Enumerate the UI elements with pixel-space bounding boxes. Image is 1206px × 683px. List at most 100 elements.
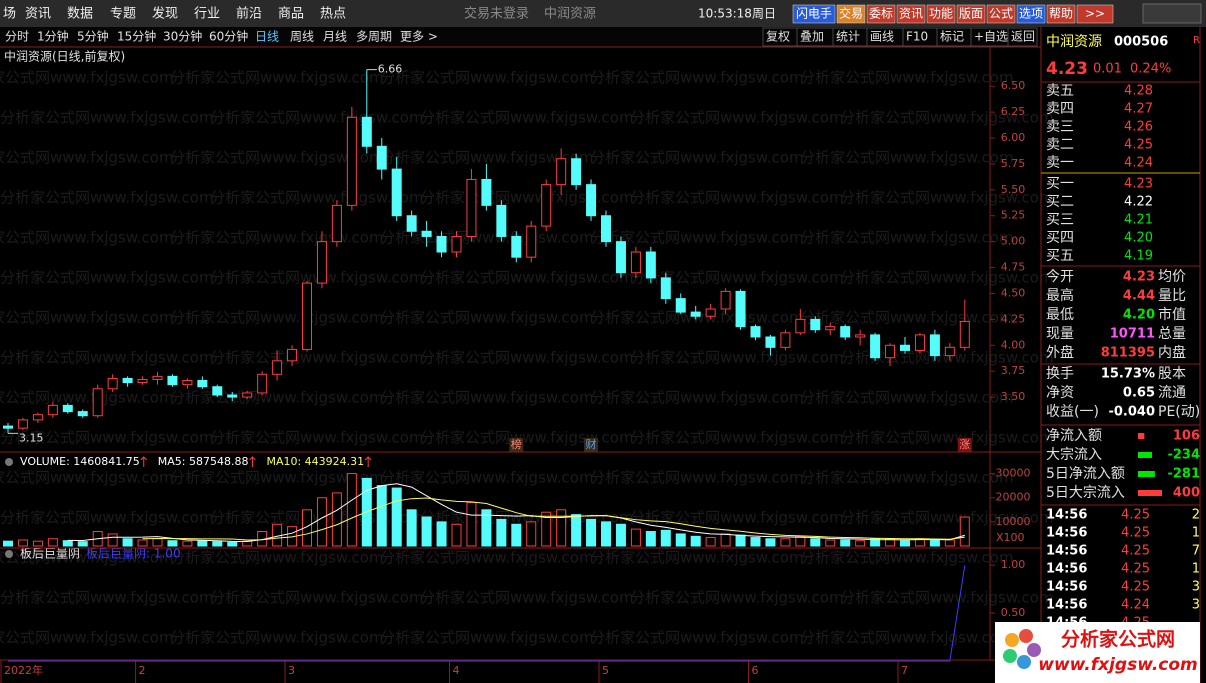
toolbar-button-label[interactable]: F10 xyxy=(906,30,928,44)
watermark: 分析家公式网www.fxjgsw.com xyxy=(0,549,174,567)
menu-button[interactable] xyxy=(1076,4,1114,24)
watermark: 分析家公式网www.fxjgsw.com xyxy=(0,69,174,87)
menu-button[interactable] xyxy=(986,4,1016,24)
menu-button[interactable] xyxy=(896,4,926,24)
event-label: 榜 xyxy=(511,437,522,451)
volume-bar xyxy=(660,529,671,547)
menu-item[interactable]: 发现 xyxy=(152,6,178,22)
panel-icon[interactable] xyxy=(5,458,13,466)
menu-button-label[interactable]: 交易 xyxy=(839,6,863,21)
period-tab[interactable]: 日线 xyxy=(255,30,279,44)
y-tick-label: 4.75 xyxy=(1001,261,1026,274)
menu-item[interactable]: 商品 xyxy=(278,7,304,22)
menu-button-label[interactable]: 委标 xyxy=(869,7,893,21)
menu-item[interactable]: 场 xyxy=(3,7,16,22)
menu-button-label[interactable]: >> xyxy=(1085,7,1105,21)
period-tab[interactable]: 更多 > xyxy=(400,30,438,44)
watermark: 分析家公式网www.fxjgsw.com xyxy=(840,269,1054,287)
period-tab[interactable]: 5分钟 xyxy=(77,29,109,44)
toolbar-button-label[interactable]: 返回 xyxy=(1011,30,1035,44)
toolbar-button-label[interactable]: 画线 xyxy=(870,30,894,44)
menu-button[interactable] xyxy=(836,4,866,24)
menu-item[interactable]: 数据 xyxy=(67,7,93,22)
watermark: 分析家公式网www.fxjgsw.com xyxy=(0,149,174,167)
ma-line xyxy=(67,483,965,543)
logo-name: 分析家公式网 xyxy=(1061,628,1175,651)
menu-item[interactable]: 前沿 xyxy=(236,6,262,22)
menu-button-label[interactable]: 选项 xyxy=(1019,7,1043,21)
period-tab[interactable]: 多周期 xyxy=(356,30,392,44)
menu-button[interactable] xyxy=(1016,4,1046,24)
toolbar-button-label[interactable]: +自选 xyxy=(974,30,1008,44)
toolbar-button[interactable] xyxy=(1007,27,1038,47)
quote-text: 买二 xyxy=(1046,194,1074,210)
annotation-label: 3.15 xyxy=(19,431,44,444)
window-controls[interactable] xyxy=(1142,3,1202,24)
candle-body xyxy=(870,334,881,359)
candle-body xyxy=(660,277,671,300)
menu-button[interactable] xyxy=(956,4,986,24)
menu-button-label[interactable]: 资讯 xyxy=(899,7,923,21)
menu-button-label[interactable]: 帮助 xyxy=(1049,7,1073,21)
toolbar-button-label[interactable]: 复权 xyxy=(766,30,790,44)
watermark: 分析家公式网www.fxjgsw.com xyxy=(0,309,174,327)
watermark: 分析家公式网www.fxjgsw.com xyxy=(380,69,594,87)
flow-bar xyxy=(1138,452,1153,458)
period-tab[interactable]: 15分钟 xyxy=(117,29,156,44)
event-marker xyxy=(584,438,599,452)
period-tab[interactable]: 1分钟 xyxy=(37,29,69,44)
quote-text: 0.01 xyxy=(1093,62,1122,77)
period-tab[interactable]: 周线 xyxy=(290,30,314,44)
candle-body xyxy=(212,386,223,396)
menu-item[interactable]: 热点 xyxy=(320,7,346,22)
menu-button-label[interactable]: 公式 xyxy=(989,7,1013,21)
volume-bar xyxy=(3,540,13,547)
candle-body xyxy=(690,311,701,317)
period-tab[interactable]: 60分钟 xyxy=(209,29,248,44)
menu-button[interactable] xyxy=(1046,4,1076,24)
menu-button-label[interactable]: 功能 xyxy=(929,7,953,21)
quote-text: PE(动) xyxy=(1158,404,1200,420)
menu-item[interactable]: 行业 xyxy=(194,7,220,22)
menu-button[interactable] xyxy=(792,4,836,24)
period-tab[interactable]: 分时 xyxy=(5,30,29,44)
quote-text: 买三 xyxy=(1046,212,1074,228)
y-tick-label: 30000 xyxy=(996,467,1031,480)
candle-body xyxy=(421,230,432,237)
menu-button[interactable] xyxy=(926,4,956,24)
toolbar-button-label[interactable]: 标记 xyxy=(940,30,964,44)
menu-item[interactable]: 专题 xyxy=(110,7,136,22)
toolbar-button-label[interactable]: 叠加 xyxy=(800,30,824,44)
volume-bar xyxy=(406,509,417,547)
panel-icon[interactable] xyxy=(5,550,13,558)
volume-bar xyxy=(705,537,716,547)
candle-body xyxy=(227,394,238,398)
quote-text: 4.20 xyxy=(1123,308,1155,323)
date-label: 2 xyxy=(139,664,146,677)
watermark: 分析家公式网www.fxjgsw.com xyxy=(0,429,214,447)
quote-text: 换手 xyxy=(1046,365,1074,382)
volume-bar xyxy=(571,514,582,547)
period-tab[interactable]: 月线 xyxy=(323,30,347,44)
quote-text: R xyxy=(1193,35,1200,46)
candle-body xyxy=(272,360,283,375)
flow-bar xyxy=(1138,433,1145,439)
y-tick-label: 6.25 xyxy=(1001,105,1026,118)
candle-body xyxy=(720,290,731,310)
watermark: 分析家公式网www.fxjgsw.com xyxy=(630,429,844,447)
menu-item[interactable]: 资讯 xyxy=(25,7,51,22)
menu-button-label[interactable]: 版面 xyxy=(959,7,983,21)
period-tab[interactable]: 30分钟 xyxy=(163,29,202,44)
menu-button[interactable] xyxy=(866,4,896,24)
toolbar-button-label[interactable]: 统计 xyxy=(836,30,860,44)
y-tick-label: 6.00 xyxy=(1001,131,1026,144)
volume-bar xyxy=(167,540,178,547)
indicator-legend: MA10: 443924.31 xyxy=(266,455,364,468)
candle-body xyxy=(17,419,28,429)
quote-text: 4.22 xyxy=(1124,195,1153,210)
watermark: 分析家公式网www.fxjgsw.com xyxy=(840,189,1054,207)
petal xyxy=(1005,633,1019,647)
volume-bar xyxy=(182,540,193,547)
quote-text: 811395 xyxy=(1101,346,1155,361)
menu-button-label[interactable]: 闪电手 xyxy=(796,7,832,21)
